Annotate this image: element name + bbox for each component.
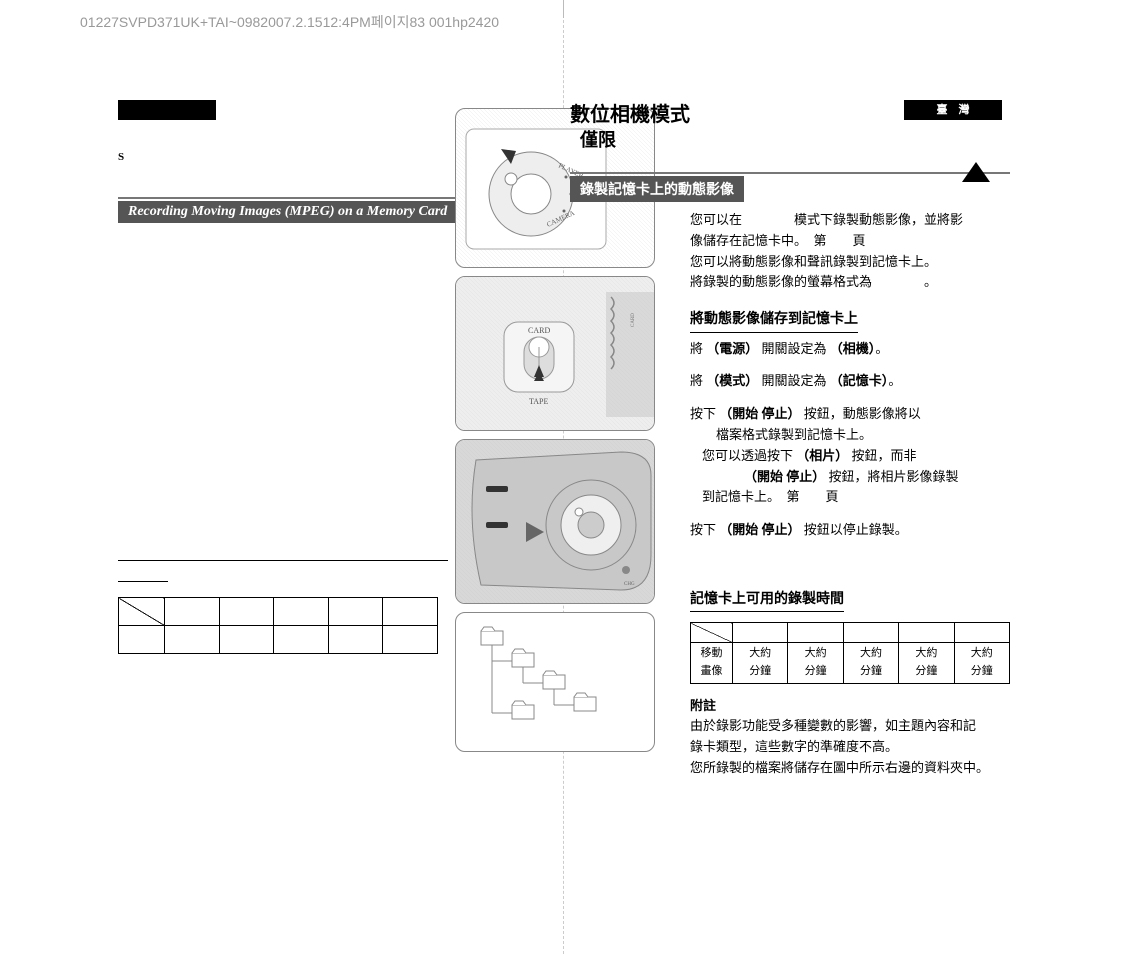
illus-start-stop-button: CHG [455,439,655,604]
text: 分鐘 [971,665,993,677]
svg-text:CARD: CARD [631,313,636,327]
card-label-text: CARD [528,326,550,335]
start-stop-label: （開始 停止） [744,469,825,484]
text: 大約 [860,647,882,659]
sub-heading-right: 將動態影像儲存到記憶卡上 [690,309,858,332]
step-2: 將 （模式） 開關設定為 （記憶卡）。 [690,371,1010,392]
text: 開關設定為 [762,373,827,388]
section-header-right: 錄製記憶卡上的動態影像 [570,176,744,202]
text: 大約 [749,647,771,659]
intro-line: 將錄製的動態影像的螢幕格式為 。 [690,272,1010,293]
text: 分鐘 [749,665,771,677]
tape-label-text: TAPE [529,397,548,406]
text: 。 [888,373,901,388]
step-4: 按下 （開始 停止） 按鈕以停止錄製。 [690,520,1010,541]
note-line: 由於錄影功能受多種變數的影響，如主題內容和記 [690,716,1010,737]
text: 大約 [805,647,827,659]
start-stop-label: （開始 停止） [719,406,800,421]
text: 將 [690,373,703,388]
illustration-column: PLAYER OFF CAMERA CARD TAPE CARD [455,108,655,760]
camera-label: （相機） [830,341,876,356]
table-header-cell [843,623,898,643]
text: 將 [690,341,703,356]
text: 檔案格式錄製到記憶卡上。 [716,427,872,442]
table-diag-cell [119,598,165,626]
table-row-label: 移動 畫像 [691,643,733,683]
table-header-cell [165,598,220,626]
svg-text:CHG: CHG [624,582,635,587]
intro-line: 您可以在 模式下錄製動態影像，並將影 [690,210,1010,231]
text: 按鈕以停止錄製。 [804,522,908,537]
text: 您可以透過按下 [702,448,793,463]
table-cell [274,626,329,654]
intro-line: 像儲存在記憶卡中。 第 頁 [690,231,1010,252]
crop-mark-top [559,0,569,30]
content-right: 您可以在 模式下錄製動態影像，並將影 像儲存在記憶卡中。 第 頁 您可以將動態影… [690,210,1010,779]
step-1: 將 （電源） 開關設定為 （相機）。 [690,339,1010,360]
table-header-cell [954,623,1009,643]
note-line: 錄卡類型，這些數字的準確度不高。 [690,737,1010,758]
text: 移動 [701,647,723,659]
table-cell: 大約 分鐘 [733,643,788,683]
intro-line: 您可以將動態影像和聲訊錄製到記憶卡上。 [690,252,1010,273]
page-up-triangle-icon [962,162,990,182]
right-page: 數位相機模式 僅限 臺 灣 錄製記憶卡上的動態影像 您可以在 模式下錄製動態影像… [570,100,1010,202]
step-3: 按下 （開始 停止） 按鈕，動態影像將以 檔案格式錄製到記憶卡上。 您可以透過按… [690,404,1010,508]
page-marker-left: S [118,151,124,163]
note-heading-right: 附註 [690,696,1010,717]
table-cell: 大約 分鐘 [843,643,898,683]
table-header-cell [733,623,788,643]
language-tab-right: 臺 灣 [904,100,1002,120]
photo-label: （相片） [796,448,848,463]
main-title-right: 數位相機模式 [570,98,690,127]
table-row-label [119,626,165,654]
table-header-cell [328,598,383,626]
illus-card-tape-switch: CARD TAPE CARD [455,276,655,431]
rec-time-heading: 記憶卡上可用的錄製時間 [690,589,844,612]
text: 。 [875,341,888,356]
illus-folder-tree [455,612,655,752]
sub-heading-left [118,581,168,582]
text: 大約 [971,647,993,659]
table-cell [165,626,220,654]
text: 分鐘 [860,665,882,677]
table-cell: 大約 分鐘 [899,643,954,683]
table-cell [219,626,274,654]
mode-label: （模式） [706,373,758,388]
table-cell [328,626,383,654]
table-header-cell [274,598,329,626]
power-label: （電源） [706,341,758,356]
text: 按鈕，而非 [852,448,917,463]
table-header-cell [788,623,843,643]
text: 按鈕，將相片影像錄製 [829,469,959,484]
file-header-meta: 01227SVPD371UK+TAI~0982007.2.1512:4PM페이지… [80,12,499,32]
text: 畫像 [701,665,723,677]
text: 按下 [690,406,716,421]
text: 到記憶卡上。 第 頁 [702,489,839,504]
card-label: （記憶卡） [830,373,889,388]
rec-time-table-left [118,597,438,654]
table-cell: 大約 分鐘 [788,643,843,683]
rec-time-table-right: 移動 畫像 大約 分鐘 大約 分鐘 大約 分鐘 大約 分鐘 [690,622,1010,683]
table-header-cell [219,598,274,626]
text: 開關設定為 [762,341,827,356]
table-cell [383,626,438,654]
rule-top-right [570,172,1010,174]
table-header-cell [899,623,954,643]
subtitle-right: 僅限 [580,126,616,152]
text: 大約 [915,647,937,659]
content-left [118,210,448,666]
text: 按鈕，動態影像將以 [804,406,921,421]
note-line: 您所錄製的檔案將儲存在圖中所示右邊的資料夾中。 [690,758,1010,779]
text: 分鐘 [915,665,937,677]
table-header-cell [383,598,438,626]
language-tab-left [118,100,216,120]
text: 分鐘 [805,665,827,677]
table-diag-cell [691,623,733,643]
table-cell: 大約 分鐘 [954,643,1009,683]
start-stop-label: （開始 停止） [719,522,800,537]
text: 按下 [690,522,716,537]
